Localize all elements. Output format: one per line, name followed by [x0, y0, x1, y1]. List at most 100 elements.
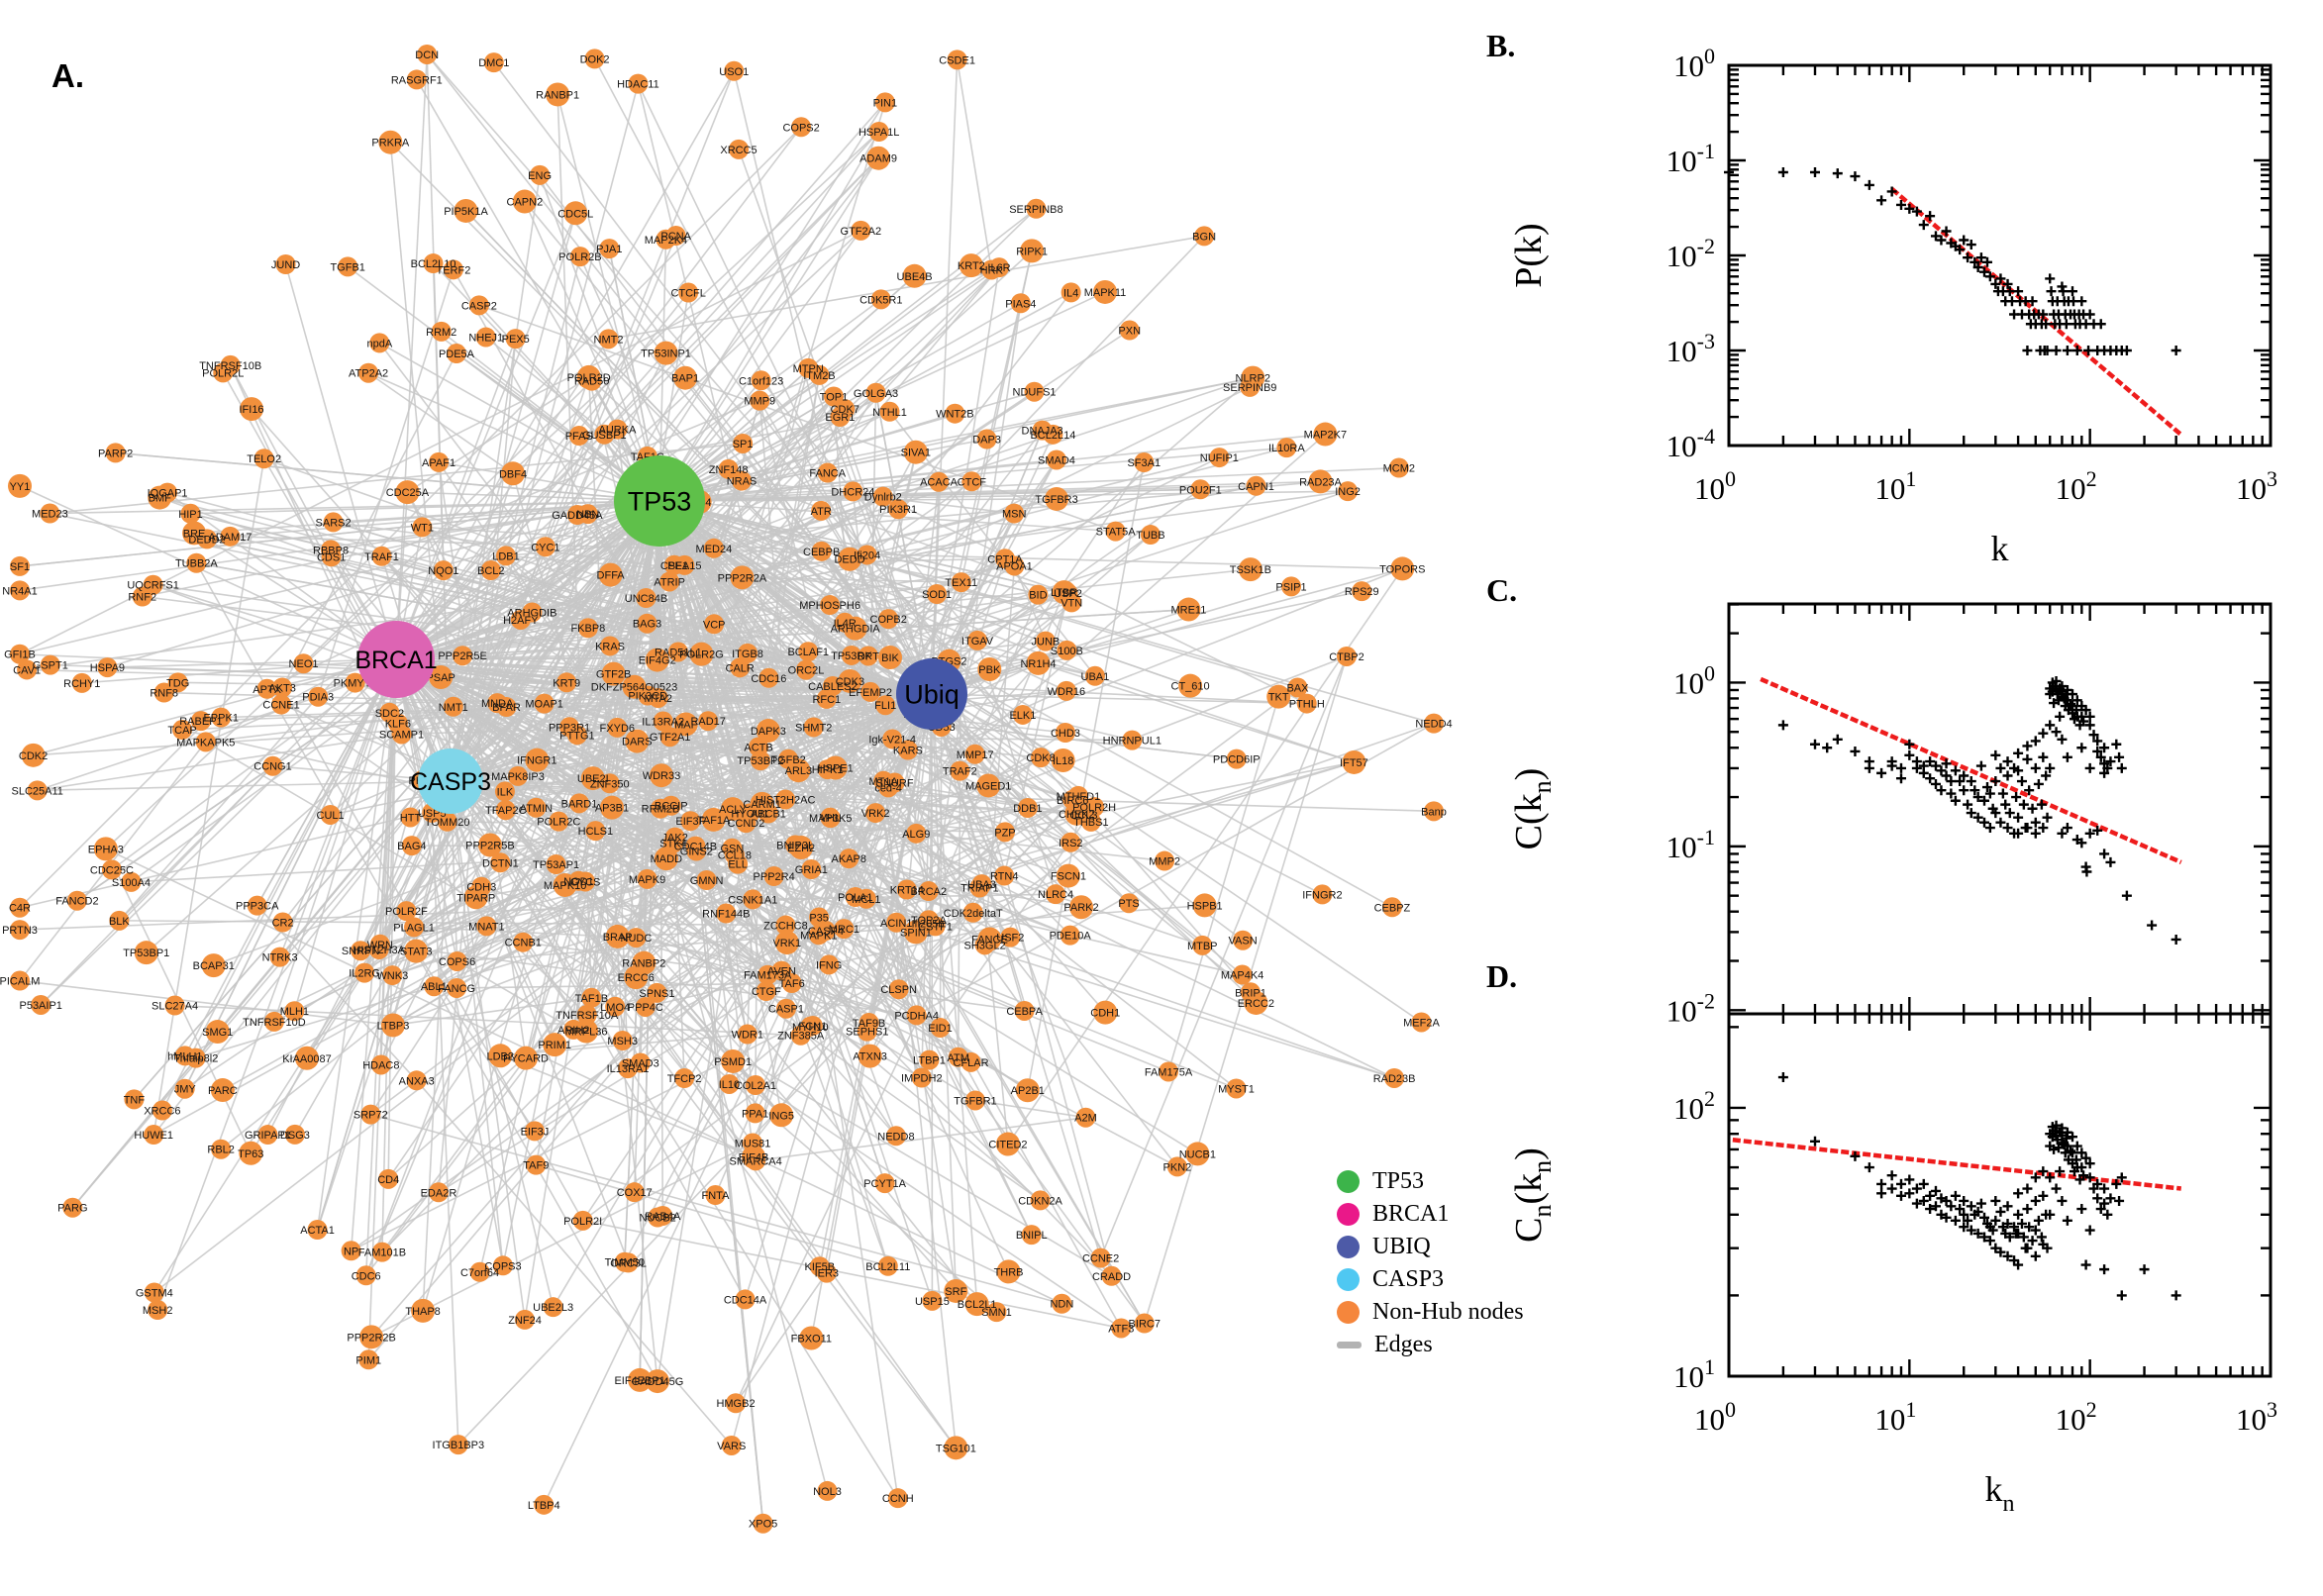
data-point-marker [1876, 1188, 1887, 1199]
network-edge [351, 893, 1057, 1251]
network-edge [809, 807, 1029, 1028]
gene-node [513, 932, 534, 952]
network-edge [568, 266, 1000, 728]
data-point-marker [1810, 1136, 1820, 1147]
network-edge [882, 780, 1005, 877]
network-edge [387, 658, 397, 1179]
gene-node [429, 664, 454, 689]
network-edge [728, 919, 930, 1085]
gene-node [1176, 597, 1201, 622]
data-point-marker [1810, 739, 1820, 749]
data-point-marker [1886, 1183, 1897, 1194]
gene-node [1209, 448, 1230, 468]
data-point-marker [2042, 812, 2053, 823]
gene-node [607, 419, 628, 440]
gene-node [796, 659, 817, 680]
gene-node [144, 1282, 164, 1303]
data-point-marker [2051, 727, 2062, 738]
network-edge [1099, 655, 1348, 1258]
gene-node [174, 1078, 195, 1099]
data-point-marker [1832, 168, 1843, 179]
gene-node [1031, 748, 1052, 768]
gene-node [447, 977, 467, 998]
gene-node [1084, 665, 1105, 686]
network-edge [658, 500, 1191, 687]
gene-node [716, 903, 737, 924]
network-edge [450, 780, 504, 1266]
gene-node [21, 743, 46, 767]
gene-node [1055, 722, 1075, 743]
network-edge [363, 213, 577, 973]
network-edge [584, 235, 1205, 883]
data-point-marker [2057, 1195, 2068, 1206]
network-edge [758, 400, 923, 1078]
data-point-marker [2171, 934, 2181, 945]
network-edge [617, 756, 1042, 938]
network-edge [256, 658, 397, 907]
data-point-marker [2038, 823, 2049, 834]
gene-node [447, 950, 467, 971]
network-edge [636, 937, 782, 972]
gene-node [624, 1182, 645, 1203]
gene-node [599, 239, 620, 259]
data-point-marker [1864, 1162, 1874, 1173]
gene-node [974, 935, 995, 955]
network-edge [118, 157, 879, 922]
gene-node [404, 917, 425, 938]
network-edge [1007, 567, 1403, 1145]
data-point-marker [2092, 1193, 2103, 1204]
x-tick-label: 102 [2056, 466, 2097, 506]
network-edge [749, 813, 793, 984]
network-edge [450, 780, 958, 1448]
network-edge [40, 658, 397, 1006]
data-point-marker [1946, 1201, 1957, 1212]
gene-node [153, 682, 174, 703]
gene-node [774, 931, 799, 955]
gene-node [93, 837, 118, 861]
gene-node [601, 661, 626, 686]
gene-node [649, 763, 673, 788]
network-edge [37, 733, 402, 792]
network-edge [401, 392, 877, 736]
gene-node [284, 1001, 305, 1022]
network-edge [658, 500, 1106, 1014]
data-point-marker [2055, 711, 2066, 722]
data-point-marker [2022, 753, 2033, 764]
data-point-marker [1966, 776, 1976, 787]
network-edge [869, 691, 896, 783]
data-point-marker [1979, 817, 1989, 828]
network-edge [107, 500, 660, 668]
network-edge [735, 1272, 828, 1404]
gene-node [152, 1100, 172, 1121]
network-edge [281, 352, 457, 688]
gene-node [1056, 680, 1076, 701]
y-tick-label: 100 [1673, 660, 1715, 700]
data-point-marker [2102, 1209, 2113, 1220]
network-edge [931, 693, 1323, 896]
network-edge [584, 881, 645, 964]
data-point-marker [1941, 770, 1952, 781]
network-edge [590, 597, 648, 998]
network-edge [939, 726, 943, 1029]
gene-node [1388, 457, 1409, 478]
gene-node [888, 979, 909, 1000]
network-edge [450, 500, 660, 782]
gene-node [543, 1297, 563, 1318]
node-swatch-icon [1337, 1202, 1360, 1226]
data-point-marker [1995, 1206, 2006, 1217]
y-tick-label: 10-2 [1666, 234, 1715, 273]
gene-node [370, 1054, 391, 1075]
gene-node [911, 1067, 932, 1088]
network-edge [378, 468, 730, 950]
gene-node [612, 1031, 633, 1051]
gene-node [660, 795, 681, 816]
network-edge [713, 819, 796, 847]
data-point-marker [1990, 1195, 2001, 1206]
network-edge [333, 500, 660, 524]
network-edge [643, 451, 917, 964]
data-point-marker [1925, 1190, 1936, 1201]
data-point-marker [2038, 728, 2049, 739]
network-edge [450, 70, 735, 782]
gene-node [605, 996, 626, 1017]
